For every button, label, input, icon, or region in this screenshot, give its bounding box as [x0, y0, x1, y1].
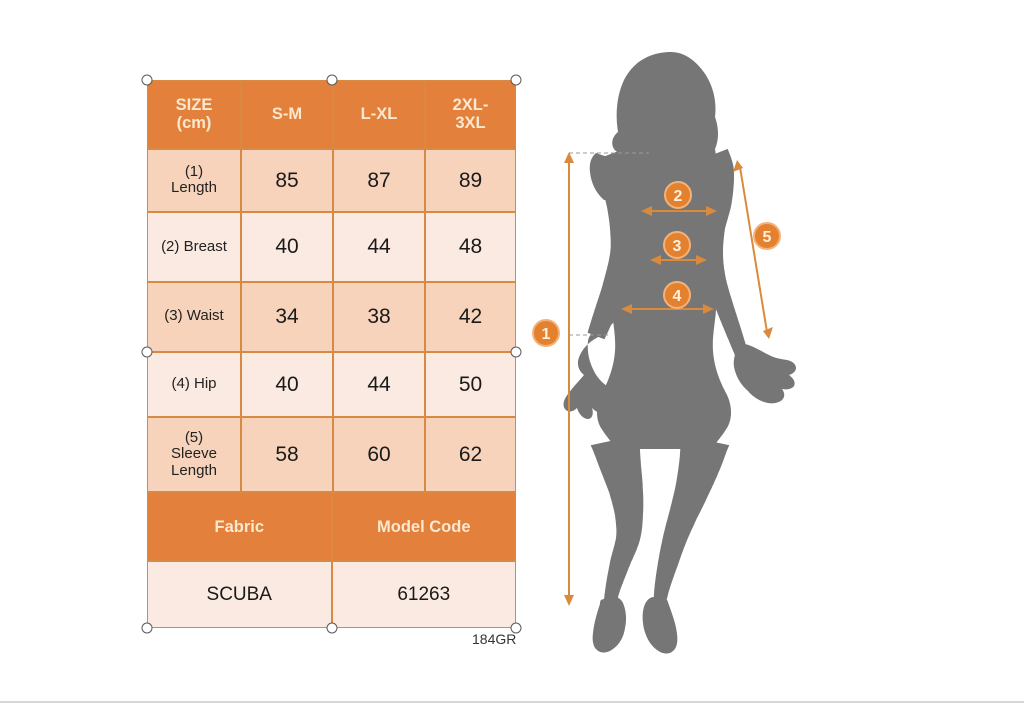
svg-text:2: 2: [674, 188, 683, 205]
svg-text:5: 5: [763, 229, 772, 246]
svg-text:1: 1: [542, 326, 551, 343]
svg-text:4: 4: [673, 288, 682, 305]
svg-text:3: 3: [673, 238, 682, 255]
